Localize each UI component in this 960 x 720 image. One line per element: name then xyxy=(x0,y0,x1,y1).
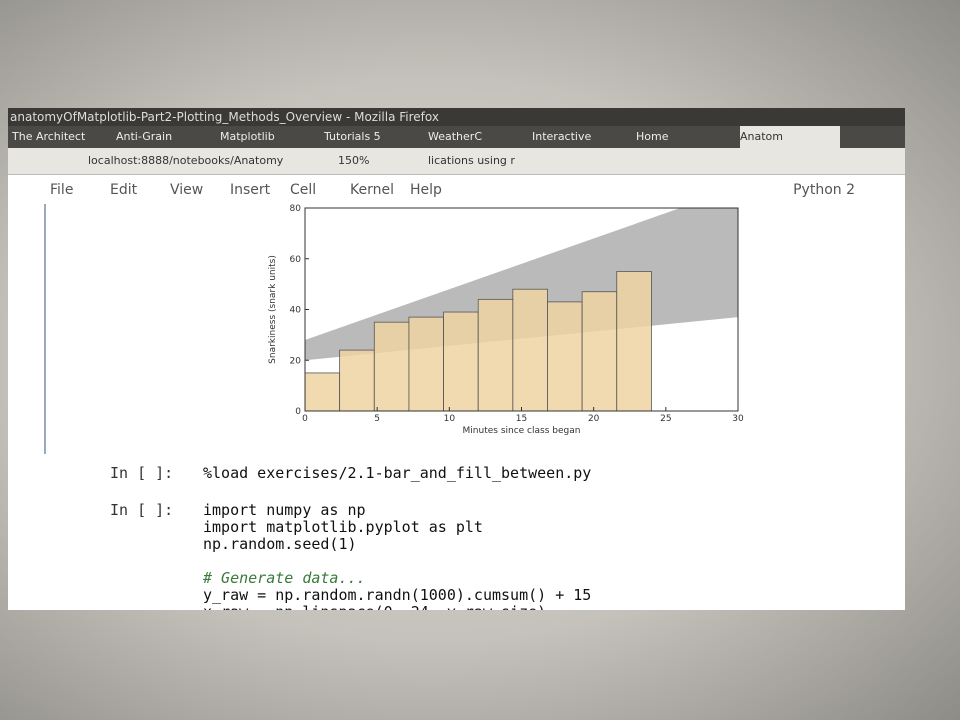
bar xyxy=(339,349,375,412)
menu-item[interactable]: Kernel xyxy=(350,182,394,198)
title-bar: anatomyOfMatplotlib-Part2-Plotting_Metho… xyxy=(8,108,905,126)
cell-marker xyxy=(44,204,46,454)
tab[interactable]: The Architect xyxy=(12,130,86,143)
x-tick-label: 30 xyxy=(732,414,744,424)
code-line[interactable]: np.random.seed(1) xyxy=(203,535,357,553)
code-line[interactable]: # Generate data... xyxy=(203,569,366,587)
y-axis-label: Snarkiness (snark units) xyxy=(268,255,278,364)
code-line[interactable]: import matplotlib.pyplot as plt xyxy=(203,518,483,536)
menu-item[interactable]: Edit xyxy=(110,182,138,198)
y-tick-label: 60 xyxy=(290,255,302,265)
cell-prompt: In [ ]: xyxy=(110,501,174,519)
tab[interactable]: Anatom xyxy=(740,126,840,148)
bar xyxy=(408,316,444,412)
x-tick-label: 0 xyxy=(302,414,308,424)
tab[interactable]: Interactive xyxy=(532,130,592,143)
code-line[interactable]: import numpy as np xyxy=(203,501,366,519)
cell-prompt: In [ ]: xyxy=(110,464,174,482)
menu-item[interactable]: Insert xyxy=(230,182,271,198)
bar xyxy=(304,372,341,412)
bar xyxy=(477,298,514,412)
code-line[interactable]: x_raw = np.linspace(0, 24, y_raw.size) xyxy=(203,603,546,610)
x-axis-label: Minutes since class began xyxy=(463,426,581,436)
tab-bar: The Architect Anti-Grain Matplotlib Tutoria… xyxy=(8,126,905,148)
menu-bar: Python 2 File Edit View Insert Cell Kernel Hel… xyxy=(8,175,905,206)
kernel-name: Python 2 xyxy=(793,182,855,198)
code-line[interactable]: y_raw = np.random.randn(1000).cumsum() +… xyxy=(203,586,592,604)
y-tick-label: 20 xyxy=(290,356,302,366)
bar xyxy=(616,271,652,412)
tab[interactable]: WeatherC xyxy=(428,130,482,143)
menu-item[interactable]: Cell xyxy=(290,182,317,198)
x-tick-label: 10 xyxy=(444,414,456,424)
bar xyxy=(581,291,618,412)
notebook: 0 5 10 15 20 25 30 0 20 40 60 80 Minutes since class… xyxy=(8,204,905,610)
menu-item[interactable]: View xyxy=(170,182,204,198)
y-tick-label: 80 xyxy=(290,204,302,214)
menu-item[interactable]: File xyxy=(50,182,74,198)
chart: 0 5 10 15 20 25 30 0 20 40 60 80 Minutes since class… xyxy=(268,204,744,436)
bar xyxy=(547,301,583,412)
bar xyxy=(512,288,548,412)
x-tick-label: 5 xyxy=(374,414,380,424)
tab[interactable]: Home xyxy=(636,130,669,143)
y-tick-label: 40 xyxy=(290,306,302,316)
bar xyxy=(373,321,410,412)
y-tick-label: 0 xyxy=(295,407,301,417)
x-tick-label: 15 xyxy=(516,414,527,424)
menu-item[interactable]: Help xyxy=(410,182,442,198)
nav-bar: localhost:8888/notebooks/Anatomy 150% li… xyxy=(8,148,905,175)
x-tick-label: 25 xyxy=(660,414,671,424)
url[interactable]: localhost:8888/notebooks/Anatomy xyxy=(88,154,284,167)
zoom[interactable]: 150% xyxy=(338,154,370,167)
tab[interactable]: Tutorials 5 xyxy=(324,130,381,143)
bar xyxy=(443,311,479,412)
code-line[interactable]: %load exercises/2.1-bar_and_fill_between… xyxy=(203,464,592,482)
tab[interactable]: Anti-Grain xyxy=(116,130,173,143)
x-tick-label: 20 xyxy=(588,414,600,424)
browser-window: anatomyOfMatplotlib-Part2-Plotting_Metho… xyxy=(8,108,905,610)
tab[interactable]: Matplotlib xyxy=(220,130,275,143)
search-box[interactable]: lications using r xyxy=(428,154,515,167)
